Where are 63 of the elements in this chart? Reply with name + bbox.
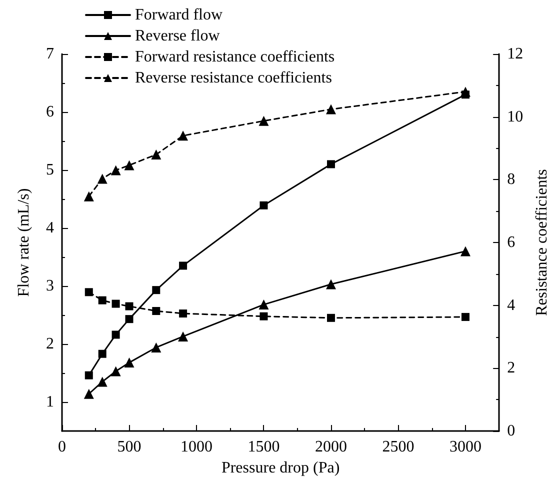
y-tick-label: 7	[46, 46, 54, 62]
legend-label: Reverse flow	[135, 28, 220, 44]
y2-axis-title: Resistance coefficients	[534, 169, 550, 316]
point	[260, 201, 268, 210]
y-tick-label: 2	[46, 336, 54, 352]
point	[124, 358, 134, 368]
point	[84, 388, 94, 399]
point	[326, 160, 335, 168]
point	[125, 315, 134, 324]
point	[461, 90, 470, 99]
point	[178, 130, 188, 141]
legend-label: Forward resistance coefficients	[135, 48, 335, 66]
legend-label: Forward flow	[135, 6, 223, 24]
point	[260, 312, 268, 320]
y-tick-label: 5	[46, 162, 54, 178]
point	[125, 302, 134, 310]
point	[112, 330, 120, 339]
point	[112, 300, 120, 308]
point	[97, 376, 108, 387]
point	[84, 371, 93, 380]
x-tick-label: 2500	[382, 438, 414, 456]
point	[178, 331, 188, 342]
y2-tick-label: 8	[507, 171, 516, 188]
y2-tick-label: 12	[507, 46, 524, 62]
point	[152, 306, 160, 315]
point	[84, 288, 93, 296]
y-tick-label: 4	[46, 220, 54, 236]
x-tick-label: 1000	[180, 438, 212, 456]
point	[151, 342, 162, 352]
y2-tick-label: 10	[507, 108, 524, 126]
x-tick-label: 0	[58, 438, 66, 456]
y-tick-label: 1	[46, 394, 54, 410]
point	[151, 150, 162, 160]
point	[258, 300, 269, 310]
legend-label: Reverse resistance coefficients	[135, 70, 332, 86]
y2-tick-label: 6	[507, 234, 516, 251]
x-tick-label: 2000	[314, 438, 347, 456]
x-tick-label: 500	[117, 438, 142, 456]
point	[258, 116, 269, 126]
point	[326, 104, 336, 114]
point	[326, 279, 336, 290]
x-tick-label: 3000	[449, 438, 482, 456]
y2-tick-label: 2	[507, 360, 516, 377]
point	[97, 174, 108, 184]
point	[461, 312, 470, 321]
point	[98, 296, 106, 304]
y-tick-label: 6	[46, 104, 54, 120]
point	[110, 165, 121, 176]
point	[84, 191, 94, 202]
y2-tick-label: 0	[507, 422, 516, 440]
y-tick-label: 3	[46, 278, 54, 294]
point	[326, 314, 335, 322]
point	[98, 350, 106, 358]
point	[179, 262, 188, 270]
point	[152, 286, 160, 294]
y-axis-title: Flow rate (mL/s)	[16, 188, 32, 297]
point	[124, 160, 134, 170]
point	[179, 310, 188, 318]
y2-tick-label: 4	[507, 296, 516, 314]
point	[460, 246, 470, 256]
x-axis-title: Pressure drop (Pa)	[221, 459, 340, 476]
x-tick-label: 1500	[248, 438, 280, 456]
point	[110, 366, 121, 376]
